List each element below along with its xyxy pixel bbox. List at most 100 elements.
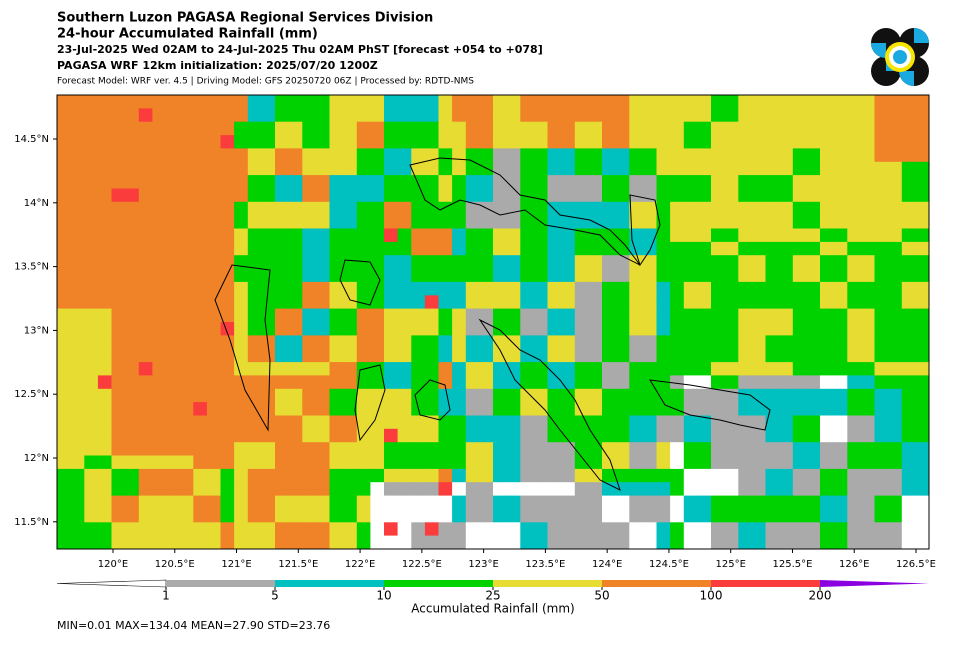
grid-cell — [711, 348, 726, 363]
grid-cell — [397, 148, 412, 163]
grid-cell — [206, 402, 221, 416]
grid-cell — [915, 175, 930, 189]
grid-cell — [779, 215, 794, 230]
grid-cell — [261, 121, 276, 136]
grid-cell — [125, 175, 140, 189]
grid-cell — [520, 375, 535, 390]
grid-cell — [792, 121, 807, 136]
grid-cell — [765, 362, 780, 376]
grid-cell — [329, 468, 344, 483]
grid-cell — [302, 495, 317, 510]
grid-cell — [833, 188, 848, 203]
grid-cell — [806, 362, 821, 376]
grid-cell — [547, 388, 562, 403]
grid-cell — [220, 201, 235, 216]
grid-cell — [806, 482, 821, 497]
grid-cell — [779, 388, 794, 403]
grid-cell — [751, 428, 766, 443]
grid-cell — [179, 201, 194, 216]
grid-cell — [356, 215, 371, 230]
grid-cell — [874, 455, 889, 470]
grid-cell — [166, 295, 181, 310]
grid-cell — [97, 322, 112, 336]
grid-cell — [57, 95, 72, 109]
grid-cell — [302, 121, 317, 136]
grid-cell — [275, 508, 290, 523]
grid-cell — [452, 388, 467, 403]
grid-cell — [384, 508, 399, 523]
grid-cell — [683, 375, 698, 390]
grid-cell — [111, 468, 126, 483]
grid-cell — [629, 308, 644, 323]
grid-cell — [629, 241, 644, 256]
lat-tick-label: 14°N — [24, 198, 49, 209]
grid-cell — [329, 402, 344, 416]
grid-cell — [820, 482, 835, 497]
grid-cell — [261, 95, 276, 109]
grid-cell — [697, 135, 712, 149]
grid-cell — [152, 161, 167, 176]
grid-cell — [615, 135, 630, 149]
grid-cell — [874, 535, 889, 550]
grid-cell — [901, 228, 916, 243]
grid-cell — [847, 215, 862, 230]
grid-cell — [642, 468, 657, 483]
grid-cell — [193, 362, 208, 376]
grid-cell — [874, 428, 889, 443]
grid-cell — [711, 508, 726, 523]
grid-cell — [520, 335, 535, 350]
grid-cell — [356, 335, 371, 350]
grid-cell — [915, 148, 930, 163]
grid-cell — [806, 95, 821, 109]
grid-cell — [302, 535, 317, 550]
grid-cell — [615, 535, 630, 550]
colorbar-label: 5 — [271, 589, 279, 603]
grid-cell — [820, 468, 835, 483]
grid-cell — [683, 455, 698, 470]
grid-cell — [493, 308, 508, 323]
grid-cell — [806, 442, 821, 457]
grid-cell — [860, 535, 875, 550]
grid-cell — [57, 281, 72, 296]
grid-cell — [820, 495, 835, 510]
grid-cell — [424, 402, 439, 416]
grid-cell — [792, 415, 807, 430]
grid-cell — [111, 201, 126, 216]
grid-cell — [915, 308, 930, 323]
grid-cell — [179, 535, 194, 550]
grid-cell — [465, 161, 480, 176]
grid-cell — [261, 161, 276, 176]
grid-cell — [302, 255, 317, 270]
grid-cell — [561, 228, 576, 243]
grid-cell — [329, 121, 344, 136]
grid-cell — [247, 295, 262, 310]
grid-cell — [779, 442, 794, 457]
grid-cell — [547, 281, 562, 296]
colorbar-label: 25 — [485, 589, 500, 603]
grid-cell — [452, 175, 467, 189]
grid-cell — [384, 201, 399, 216]
grid-cell — [152, 281, 167, 296]
grid-cell — [547, 468, 562, 483]
grid-cell — [234, 148, 249, 163]
grid-cell — [724, 362, 739, 376]
grid-cell — [602, 388, 617, 403]
grid-cell — [125, 281, 140, 296]
grid-cell — [166, 161, 181, 176]
grid-cell — [438, 268, 453, 283]
grid-cell — [656, 295, 671, 310]
grid-cell — [765, 188, 780, 203]
grid-cell — [588, 455, 603, 470]
grid-cell — [506, 388, 521, 403]
grid-cell — [615, 281, 630, 296]
grid-cell — [561, 522, 576, 537]
grid-cell — [711, 215, 726, 230]
grid-cell — [874, 415, 889, 430]
grid-cell — [738, 281, 753, 296]
grid-cell — [397, 175, 412, 189]
grid-cell — [860, 108, 875, 123]
grid-cell — [547, 535, 562, 550]
grid-cell — [724, 161, 739, 176]
grid-cell — [820, 215, 835, 230]
grid-cell — [738, 375, 753, 390]
